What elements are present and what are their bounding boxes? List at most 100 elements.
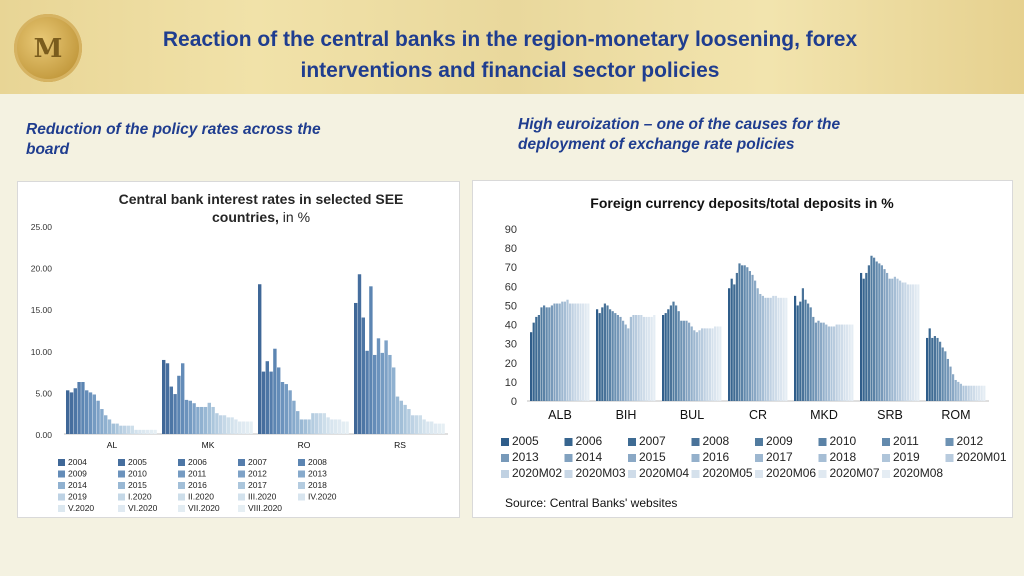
bar-CR-2007: [733, 284, 736, 401]
bar-BIH-2014: [619, 316, 622, 401]
bar-SRB-2009: [870, 255, 873, 401]
bar-SRB-2020M07: [914, 284, 917, 401]
legend-label: 2009: [68, 469, 87, 479]
bar-ROM-2020M06: [978, 385, 981, 401]
bar-BUL-2006: [664, 313, 667, 401]
bar-CR-2015: [754, 280, 757, 401]
bar-AL-2007: [77, 382, 81, 434]
bar-SRB-2006: [862, 278, 865, 401]
bar-AL-II.2020: [130, 425, 134, 434]
legend-label: 2018: [830, 450, 857, 464]
legend-label: VI.2020: [128, 503, 158, 513]
bar-MK-2014: [200, 406, 204, 434]
bar-MKD-2020M06: [846, 324, 849, 401]
bar-SRB-2020M05: [909, 284, 912, 401]
legend-swatch: [882, 454, 890, 462]
bar-MK-2009: [181, 363, 185, 434]
bar-ALB-2012: [548, 307, 551, 401]
bar-BIH-2020M02: [637, 315, 640, 401]
bar-RO-2016: [303, 419, 307, 434]
bar-ROM-2020M05: [975, 385, 978, 401]
bar-CR-2006: [730, 278, 733, 401]
legend-label: 2014: [576, 450, 603, 464]
bar-SRB-2007: [865, 272, 868, 401]
bar-RS-2011: [380, 352, 384, 434]
bar-MKD-2012: [812, 316, 815, 401]
legend-label: 2020M05: [703, 466, 753, 480]
bar-RS-2014: [392, 367, 396, 434]
bar-BUL-2020M04: [708, 328, 711, 401]
bar-BIH-2020M07: [650, 316, 653, 401]
y-tick-label: 50: [505, 300, 517, 312]
bar-BIH-2020M05: [645, 316, 648, 401]
legend-swatch: [118, 459, 125, 466]
bar-CR-2009: [738, 263, 741, 401]
legend-swatch: [118, 482, 125, 489]
bar-SRB-2015: [886, 272, 889, 401]
bar-MK-2004: [162, 359, 166, 434]
bar-ALB-2011: [545, 307, 548, 401]
bar-RS-2016: [399, 400, 403, 434]
legend-swatch: [501, 438, 509, 446]
bar-MK-I.2020: [222, 415, 227, 434]
chart2-title: Foreign currency deposits/total deposits…: [590, 195, 894, 211]
legend-label: 2005: [128, 457, 147, 467]
bar-ALB-2020M05: [579, 303, 582, 401]
bar-MK-2013: [196, 406, 200, 434]
legend-swatch: [118, 470, 125, 478]
bar-BUL-2013: [682, 320, 685, 401]
bar-AL-2014: [104, 415, 108, 434]
legend-label: 2013: [512, 450, 539, 464]
bar-BUL-2017: [693, 330, 696, 401]
legend-label: 2018: [308, 480, 327, 490]
bar-RS-2006: [361, 317, 365, 434]
bar-CR-2020M06: [780, 297, 783, 401]
bar-BUL-2016: [690, 326, 693, 401]
bar-ALB-2006: [532, 322, 535, 401]
legend-swatch: [628, 470, 636, 478]
bar-RS-I.2020: [414, 415, 419, 434]
bar-BIH-2009: [606, 305, 609, 401]
bar-CR-2008: [735, 272, 738, 401]
legend-label: 2005: [512, 434, 539, 448]
bar-BUL-2020M01: [701, 328, 704, 401]
y-tick-label: 70: [505, 262, 517, 274]
bar-SRB-2013: [880, 265, 883, 401]
bar-RO-II.2020: [322, 413, 326, 434]
legend-label: 2008: [308, 457, 327, 467]
bar-RS-VII.2020: [437, 423, 441, 434]
legend-label: VII.2020: [188, 503, 220, 513]
bar-RO-2007: [269, 371, 273, 434]
bar-MKD-2007: [799, 301, 802, 401]
bar-MKD-2006: [796, 305, 799, 401]
coin-logo: M: [14, 14, 82, 82]
bar-ROM-2013: [946, 358, 949, 401]
bar-RS-2005: [357, 274, 362, 434]
legend-label: 2004: [68, 457, 87, 467]
bar-AL-2005: [69, 392, 74, 434]
legend-swatch: [178, 470, 185, 478]
x-tick-label: MKD: [810, 408, 838, 422]
legend-label: IV.2020: [308, 492, 337, 502]
bar-CR-2020M05: [777, 297, 780, 401]
bar-SRB-2020M02: [901, 282, 904, 401]
legend-swatch: [58, 493, 65, 501]
bar-AL-2012: [96, 400, 100, 434]
bar-RS-VIII.2020: [441, 423, 445, 434]
bar-MKD-2009: [804, 299, 807, 401]
legend-swatch: [882, 470, 890, 478]
legend-swatch: [755, 470, 763, 478]
bar-RS-2019: [411, 415, 415, 434]
bar-RS-III.2020: [422, 419, 426, 434]
bar-CR-2020M08: [785, 297, 788, 401]
legend-label: 2011: [188, 469, 207, 479]
bar-CR-2014: [751, 274, 754, 401]
bar-BIH-2005: [596, 309, 599, 401]
bar-CR-2016: [756, 288, 759, 401]
x-tick-label: AL: [107, 440, 118, 450]
bar-RS-V.2020: [430, 421, 434, 434]
bar-ALB-2017: [561, 301, 564, 401]
bar-MK-2012: [192, 403, 196, 434]
legend-swatch: [58, 482, 65, 489]
legend-swatch: [691, 454, 700, 462]
